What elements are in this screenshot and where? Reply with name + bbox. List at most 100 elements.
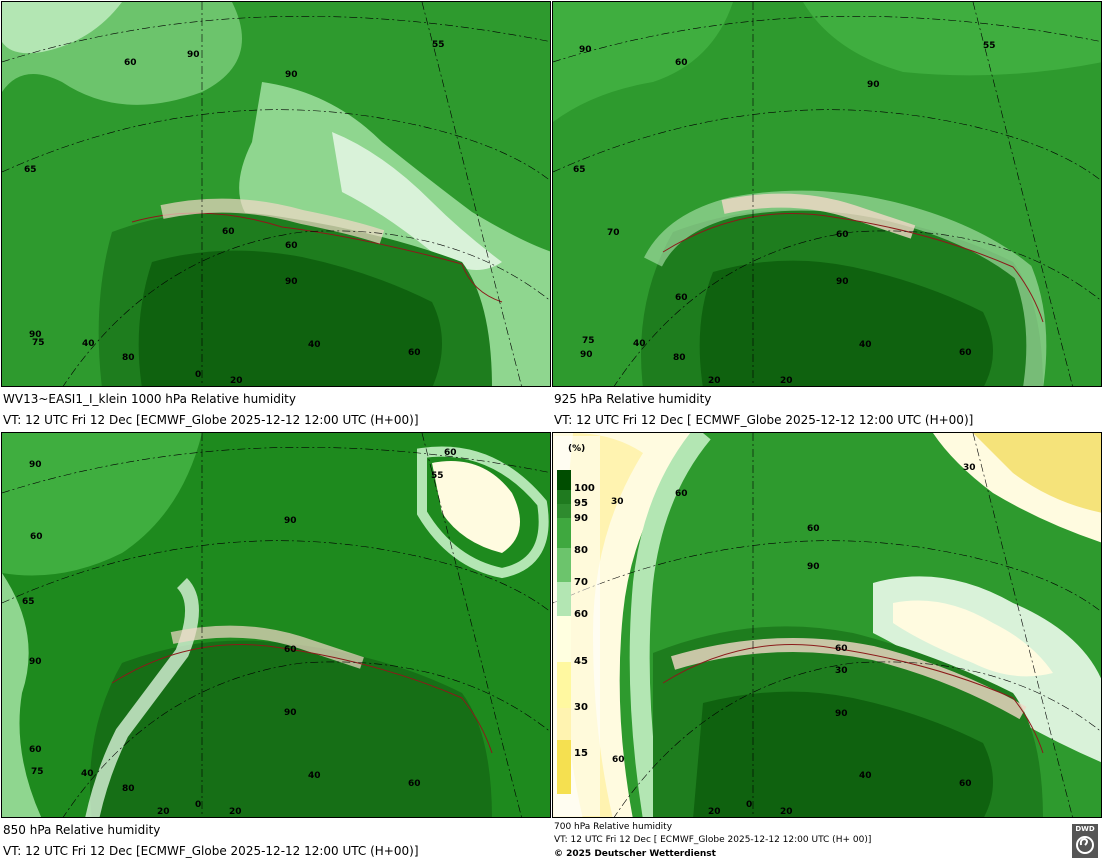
contour-label: 80	[673, 353, 686, 363]
contour-label: 60	[444, 448, 457, 458]
contour-label: 60	[675, 58, 688, 68]
contour-label: 90	[285, 277, 298, 287]
contour-label: 40	[308, 771, 321, 781]
map-panel-850hpa: 90 60 55 60 90 65 90 60 90 60 75 40 80 2…	[1, 432, 551, 818]
contour-label: 40	[859, 340, 872, 350]
contour-label: 55	[431, 471, 444, 481]
contour-label: 75	[31, 767, 44, 777]
legend-tick-label: 100	[574, 483, 595, 494]
legend-tick-label: 30	[574, 702, 588, 713]
contour-label: 0	[195, 370, 201, 380]
contour-label: 65	[22, 597, 35, 607]
contour-label: 40	[81, 769, 94, 779]
legend-swatch-30	[557, 662, 571, 708]
legend-tick-label: 70	[574, 577, 588, 588]
legend-swatch-60	[557, 582, 571, 616]
map-panel-700hpa: 30 60 30 60 90 60 30 90 60 20 0 20 40 60	[552, 432, 1102, 818]
legend-swatch-80	[557, 518, 571, 548]
contour-label: 65	[24, 165, 37, 175]
legend-swatch-0	[557, 740, 571, 794]
contour-label: 60	[675, 293, 688, 303]
contour-label: 30	[963, 463, 976, 473]
legend-unit: (%)	[568, 444, 586, 454]
caption-850hpa: 850 hPa Relative humidity VT: 12 UTC Fri…	[1, 820, 551, 862]
contour-label: 90	[284, 708, 297, 718]
contour-label: 90	[835, 709, 848, 719]
contour-label: 75	[582, 336, 595, 346]
contour-label: 40	[82, 339, 95, 349]
contour-label: 60	[675, 489, 688, 499]
legend-swatch-90	[557, 504, 571, 518]
caption-1000hpa: WV13~EASI1_I_klein 1000 hPa Relative hum…	[1, 389, 551, 431]
contour-label: 60	[222, 227, 235, 237]
contour-label: 90	[29, 460, 42, 470]
contour-label: 90	[836, 277, 849, 287]
contour-label: 30	[835, 666, 848, 676]
legend-tick-label: 60	[574, 609, 588, 620]
legend-tick-label: 90	[574, 513, 588, 524]
map-panel-1000hpa: 90 55 60 90 65 60 60 90 90 75 40 80 0 20…	[1, 1, 551, 387]
contour-label: 20	[708, 807, 721, 817]
legend-swatch-45	[557, 616, 571, 662]
contour-label: 40	[633, 339, 646, 349]
legend-swatch-100	[557, 470, 571, 490]
contour-label: 60	[284, 645, 297, 655]
caption-valid-time: VT: 12 UTC Fri 12 Dec [ ECMWF_Globe 2025…	[554, 835, 872, 845]
contour-label: 60	[124, 58, 137, 68]
contour-label: 60	[807, 524, 820, 534]
contour-label: 90	[29, 330, 42, 340]
dwd-logo: DWD	[1072, 824, 1098, 858]
contour-label: 40	[859, 771, 872, 781]
rh-map-700hpa: 30 60 30 60 90 60 30 90 60 20 0 20 40 60	[553, 433, 1101, 817]
map-panel-925hpa: 90 55 60 90 65 70 60 60 90 75 90 40 80 2…	[552, 1, 1102, 387]
contour-label: 70	[607, 228, 620, 238]
caption-valid-time: VT: 12 UTC Fri 12 Dec [ECMWF_Globe 2025-…	[3, 844, 419, 858]
contour-label: 80	[122, 353, 135, 363]
swirl-icon	[1076, 836, 1094, 854]
contour-label: 0	[195, 800, 201, 810]
legend-tick-label: 80	[574, 545, 588, 556]
contour-label: 90	[29, 657, 42, 667]
caption-title: 850 hPa Relative humidity	[3, 823, 161, 837]
rh-map-1000hpa: 90 55 60 90 65 60 60 90 90 75 40 80 0 20…	[2, 2, 550, 386]
legend-swatch-15	[557, 708, 571, 740]
caption-title: 700 hPa Relative humidity	[554, 822, 673, 832]
caption-700hpa: 700 hPa Relative humidity VT: 12 UTC Fri…	[552, 820, 1068, 862]
contour-label: 90	[285, 70, 298, 80]
contour-label: 60	[29, 745, 42, 755]
contour-label: 65	[573, 165, 586, 175]
contour-label: 90	[284, 516, 297, 526]
color-legend: (%) 100 95 90 80 70 60 45 30 15	[554, 436, 600, 816]
contour-label: 60	[408, 348, 421, 358]
contour-label: 20	[157, 807, 170, 817]
contour-label: 60	[408, 779, 421, 789]
rh-map-850hpa: 90 60 55 60 90 65 90 60 90 60 75 40 80 2…	[2, 433, 550, 817]
contour-label: 20	[229, 807, 242, 817]
dwd-logo-text: DWD	[1075, 825, 1095, 833]
contour-label: 90	[579, 45, 592, 55]
rh-map-925hpa: 90 55 60 90 65 70 60 60 90 75 90 40 80 2…	[553, 2, 1101, 386]
contour-label: 60	[612, 755, 625, 765]
contour-label: 60	[836, 230, 849, 240]
contour-label: 30	[611, 497, 624, 507]
contour-label: 60	[959, 779, 972, 789]
contour-label: 90	[807, 562, 820, 572]
contour-label: 55	[983, 41, 996, 51]
caption-title: WV13~EASI1_I_klein 1000 hPa Relative hum…	[3, 392, 296, 406]
contour-label: 80	[122, 784, 135, 794]
legend-tick-label: 15	[574, 748, 588, 759]
caption-925hpa: 925 hPa Relative humidity VT: 12 UTC Fri…	[552, 389, 1102, 431]
caption-valid-time: VT: 12 UTC Fri 12 Dec [ ECMWF_Globe 2025…	[554, 413, 974, 427]
contour-label: 20	[230, 376, 243, 386]
legend-tick-label: 45	[574, 656, 588, 667]
contour-label: 90	[580, 350, 593, 360]
contour-label: 90	[867, 80, 880, 90]
contour-label: 60	[285, 241, 298, 251]
contour-label: 0	[746, 800, 752, 810]
contour-label: 75	[32, 338, 45, 348]
legend-swatch-95	[557, 490, 571, 504]
copyright: © 2025 Deutscher Wetterdienst	[554, 849, 716, 859]
legend-tick-label: 95	[574, 498, 588, 509]
caption-title: 925 hPa Relative humidity	[554, 392, 712, 406]
contour-label: 20	[780, 376, 793, 386]
